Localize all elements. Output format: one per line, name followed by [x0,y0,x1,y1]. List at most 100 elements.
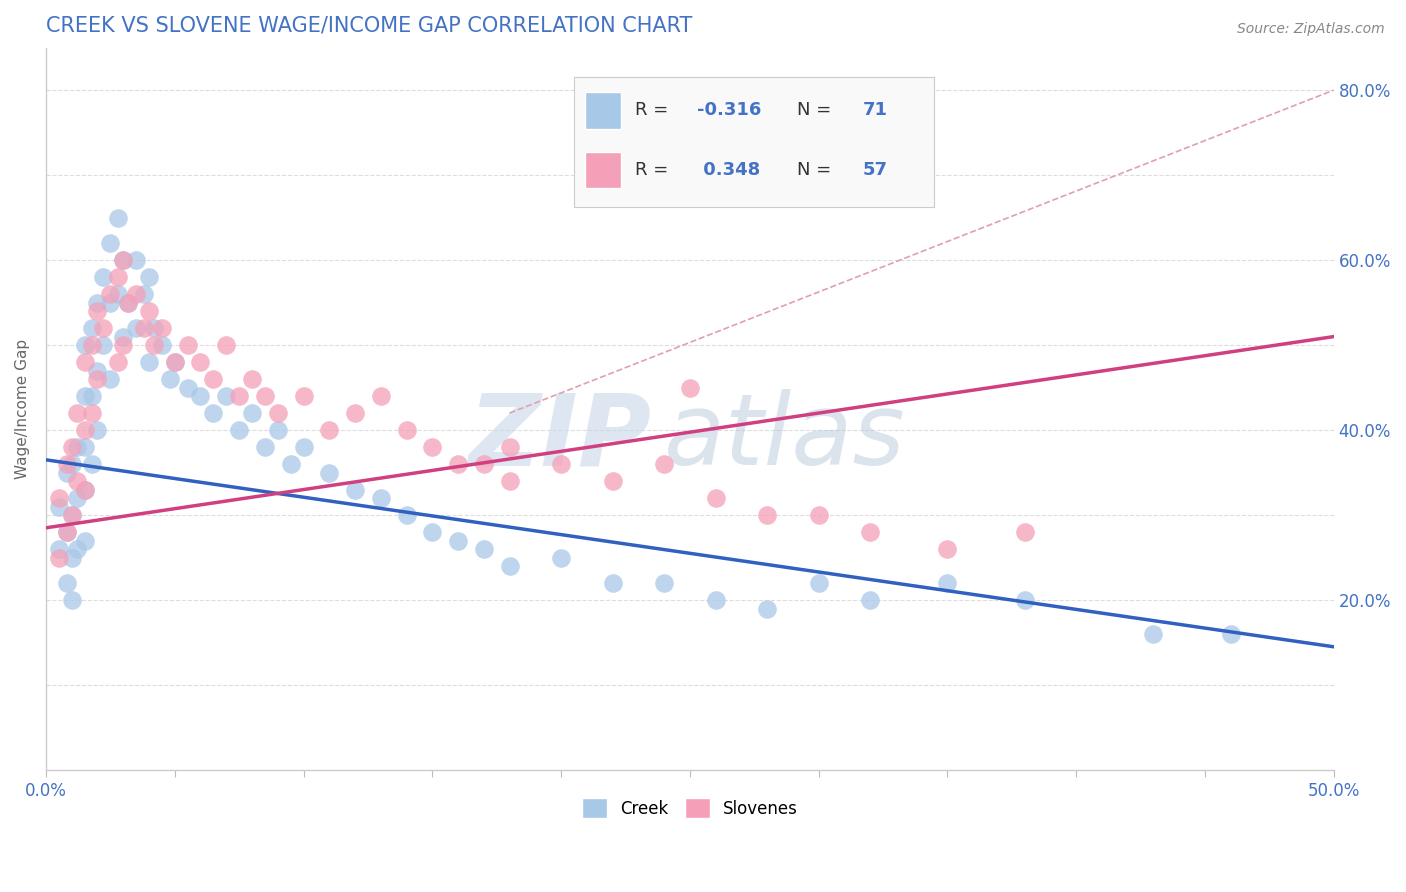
Point [176,381,198,395]
Point [1014,524,1036,539]
Point [55,576,77,591]
Point [55,457,77,471]
Point [112,338,135,352]
Point [267,423,290,437]
Point [202,372,225,386]
Point [98,287,121,301]
Point [343,483,366,497]
Point [267,406,290,420]
Point [48,491,70,505]
Point [107,270,129,285]
Text: CREEK VS SLOVENE WAGE/INCOME GAP CORRELATION CHART: CREEK VS SLOVENE WAGE/INCOME GAP CORRELA… [46,15,692,35]
Point [98,236,121,251]
Point [82,321,104,335]
Point [550,550,572,565]
Point [86,295,108,310]
Point [55,524,77,539]
Point [756,508,779,522]
Point [82,457,104,471]
Point [215,389,238,403]
Y-axis label: Wage/Income Gap: Wage/Income Gap [15,339,30,479]
Point [150,338,173,352]
Point [73,423,96,437]
Point [176,338,198,352]
Point [73,338,96,352]
Point [73,389,96,403]
Point [73,355,96,369]
Point [73,533,96,548]
Text: Source: ZipAtlas.com: Source: ZipAtlas.com [1237,22,1385,37]
Point [1219,627,1241,641]
Point [215,338,238,352]
Point [60,508,83,522]
Point [240,406,263,420]
Point [240,372,263,386]
Point [704,491,727,505]
Point [679,143,702,157]
Point [292,389,315,403]
Point [138,270,160,285]
Point [48,550,70,565]
Point [202,406,225,420]
Point [370,389,392,403]
Point [60,593,83,607]
Point [112,253,135,268]
Point [343,406,366,420]
Point [132,287,155,301]
Point [190,355,212,369]
Point [756,601,779,615]
Point [86,363,108,377]
Point [60,440,83,454]
Point [472,457,495,471]
Text: atlas: atlas [664,389,905,486]
Point [318,466,340,480]
Point [98,295,121,310]
Point [679,381,702,395]
Point [112,329,135,343]
Point [498,440,520,454]
Point [163,355,186,369]
Point [807,508,830,522]
Point [82,338,104,352]
Point [1014,593,1036,607]
Point [60,550,83,565]
Text: ZIP: ZIP [468,389,651,486]
Point [82,389,104,403]
Point [190,389,212,403]
Point [125,253,148,268]
Point [859,593,882,607]
Point [91,338,114,352]
Point [132,321,155,335]
Point [652,457,675,471]
Point [447,533,470,548]
Point [550,457,572,471]
Point [125,321,148,335]
Point [420,524,443,539]
Point [395,423,418,437]
Point [91,321,114,335]
Point [652,576,675,591]
Point [98,372,121,386]
Point [60,508,83,522]
Point [936,542,959,557]
Point [318,423,340,437]
Point [107,355,129,369]
Point [807,576,830,591]
Point [602,474,624,488]
Point [66,474,89,488]
Point [66,406,89,420]
Point [125,287,148,301]
Point [73,440,96,454]
Point [472,542,495,557]
Point [292,440,315,454]
Point [117,295,139,310]
Point [60,457,83,471]
Point [91,270,114,285]
Point [936,576,959,591]
Point [253,440,276,454]
Point [107,211,129,225]
Point [82,406,104,420]
Point [48,542,70,557]
Point [704,593,727,607]
Point [280,457,302,471]
